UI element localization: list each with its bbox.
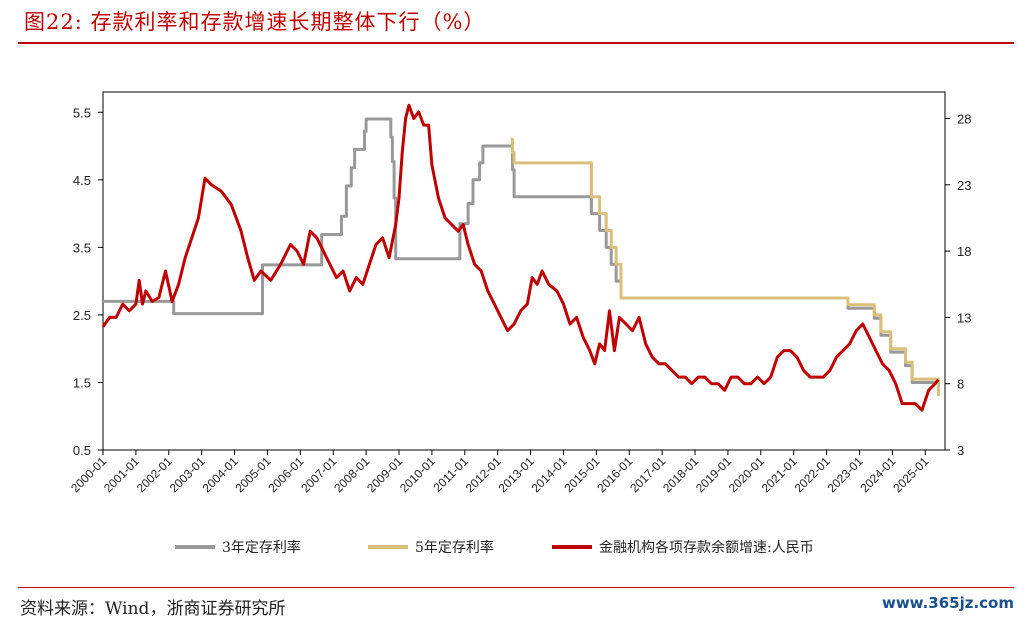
left-y-tick-label: 0.5 <box>73 443 91 458</box>
legend-label-growth: 金融机构各项存款余额增速:人民币 <box>599 539 814 556</box>
x-tick-label: 2022-01 <box>792 454 833 495</box>
rate5y-line <box>510 137 940 396</box>
right-y-tick-label: 13 <box>957 310 971 325</box>
left-y-axis: 0.5 1.5 2.5 3.5 4.5 5.5 <box>73 105 103 458</box>
source-note: 资料来源：Wind，浙商证券研究所 <box>20 599 286 619</box>
right-y-tick-label: 18 <box>957 244 971 259</box>
x-tick-label: 2007-01 <box>298 454 339 495</box>
x-tick-label: 2013-01 <box>496 454 537 495</box>
right-y-tick-label: 8 <box>957 377 964 392</box>
series-lines <box>101 103 940 412</box>
right-y-tick-label: 23 <box>957 178 971 193</box>
x-tick-label: 2010-01 <box>397 454 438 495</box>
left-y-tick-label: 4.5 <box>73 173 91 188</box>
x-tick-label: 2004-01 <box>200 454 241 495</box>
x-tick-label: 2021-01 <box>759 454 800 495</box>
x-tick-label: 2001-01 <box>101 454 142 495</box>
x-tick-label: 2016-01 <box>594 454 635 495</box>
x-tick-label: 2024-01 <box>857 454 898 495</box>
right-y-tick-label: 28 <box>957 112 971 127</box>
title-rule <box>18 42 1014 44</box>
x-tick-label: 2008-01 <box>331 454 372 495</box>
x-tick-label: 2023-01 <box>825 454 866 495</box>
source-rule <box>18 587 1014 588</box>
watermark: www.365jz.com <box>881 594 1014 612</box>
legend-label-rate3y: 3年定存利率 <box>222 539 301 556</box>
x-tick-label: 2015-01 <box>561 454 602 495</box>
x-tick-label: 2006-01 <box>265 454 306 495</box>
rate3y-line <box>103 117 939 384</box>
x-axis: 2000-012001-012002-012003-012004-012005-… <box>68 450 932 495</box>
plot-area <box>102 91 946 451</box>
plot-frame <box>102 91 946 451</box>
left-y-tick-label: 5.5 <box>73 105 91 120</box>
deposit-growth-line <box>101 103 940 412</box>
x-tick-label: 2012-01 <box>463 454 504 495</box>
x-tick-label: 2014-01 <box>529 454 570 495</box>
right-y-axis: 3 8 13 18 23 28 <box>945 112 971 458</box>
legend: 3年定存利率 5年定存利率 金融机构各项存款余额增速:人民币 <box>175 539 814 556</box>
x-tick-label: 2005-01 <box>233 454 274 495</box>
x-tick-label: 2019-01 <box>693 454 734 495</box>
x-tick-label: 2025-01 <box>890 454 931 495</box>
x-tick-label: 2003-01 <box>167 454 208 495</box>
x-tick-label: 2002-01 <box>134 454 175 495</box>
left-y-tick-label: 1.5 <box>73 375 91 390</box>
right-y-tick-label: 3 <box>957 443 964 458</box>
x-tick-label: 2009-01 <box>364 454 405 495</box>
left-y-tick-label: 3.5 <box>73 240 91 255</box>
left-y-tick-label: 2.5 <box>73 308 91 323</box>
x-tick-label: 2018-01 <box>660 454 701 495</box>
x-tick-label: 2020-01 <box>726 454 767 495</box>
x-tick-label: 2000-01 <box>68 454 109 495</box>
legend-label-rate5y: 5年定存利率 <box>415 539 494 556</box>
chart-title: 图22: 存款利率和存款增速长期整体下行（%） <box>24 10 486 34</box>
x-tick-label: 2017-01 <box>627 454 668 495</box>
